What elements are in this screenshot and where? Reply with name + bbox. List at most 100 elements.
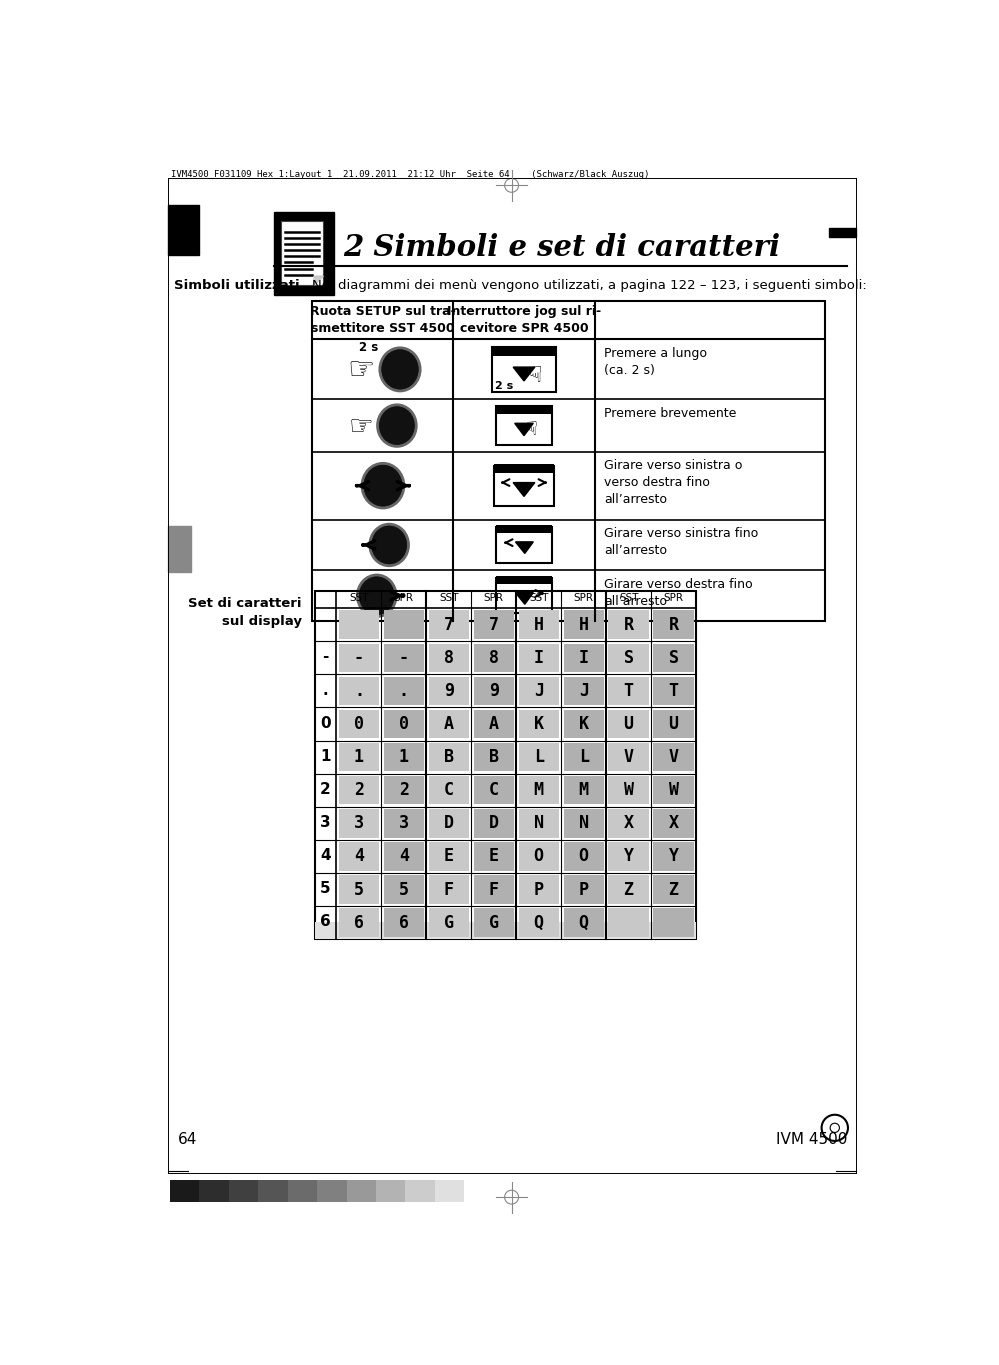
Text: G: G: [489, 913, 499, 932]
Text: I: I: [533, 648, 543, 666]
Bar: [474, 677, 513, 706]
Bar: [497, 577, 551, 613]
Bar: [474, 743, 513, 771]
Text: IVM4500_F031109_Hex_1:Layout 1  21.09.2011  21:12 Uhr  Seite 64    (Schwarz/Blac: IVM4500_F031109_Hex_1:Layout 1 21.09.201…: [172, 171, 649, 179]
Text: 3: 3: [321, 815, 331, 830]
Text: W: W: [623, 781, 633, 799]
Bar: [518, 610, 558, 639]
Bar: [608, 809, 648, 838]
Bar: [429, 710, 469, 738]
Bar: [474, 643, 513, 672]
Text: .: .: [323, 682, 329, 698]
Ellipse shape: [379, 407, 415, 445]
Text: 7: 7: [444, 616, 454, 633]
Text: 9: 9: [444, 682, 454, 700]
Bar: [258, 1181, 288, 1201]
Bar: [518, 710, 558, 738]
Text: E: E: [444, 848, 454, 865]
Bar: [168, 205, 199, 255]
Text: 8: 8: [489, 648, 499, 666]
Bar: [608, 743, 648, 771]
Text: X: X: [668, 815, 678, 833]
Text: Girare verso destra fino
all’arresto: Girare verso destra fino all’arresto: [603, 577, 752, 607]
Text: N: N: [533, 815, 543, 833]
Bar: [429, 842, 469, 871]
Text: T: T: [623, 682, 633, 700]
Bar: [518, 677, 558, 706]
Text: SST: SST: [350, 594, 369, 603]
Bar: [474, 908, 513, 936]
Text: Y: Y: [623, 848, 633, 865]
Text: SST: SST: [529, 594, 548, 603]
Text: K: K: [533, 715, 543, 733]
Text: 4: 4: [399, 848, 409, 865]
Bar: [429, 643, 469, 672]
Text: 3: 3: [399, 815, 409, 833]
Bar: [653, 643, 693, 672]
Bar: [384, 775, 424, 804]
Text: M: M: [533, 781, 543, 799]
Text: 0: 0: [321, 715, 331, 730]
Polygon shape: [513, 367, 534, 381]
Text: 0: 0: [354, 715, 364, 733]
Text: Interruttore jog sul ri-
cevitore SPR 4500: Interruttore jog sul ri- cevitore SPR 45…: [447, 304, 601, 334]
Text: SPR: SPR: [663, 594, 683, 603]
Text: C: C: [444, 781, 454, 799]
Bar: [317, 1181, 347, 1201]
Bar: [608, 710, 648, 738]
Bar: [435, 1181, 465, 1201]
Bar: [563, 775, 603, 804]
Text: 2 s: 2 s: [495, 381, 512, 392]
Text: IVM 4500: IVM 4500: [776, 1133, 847, 1148]
Text: .: .: [399, 682, 409, 700]
Text: 2 Simboli e set di caratteri: 2 Simboli e set di caratteri: [344, 233, 780, 262]
Bar: [493, 347, 555, 392]
Text: Premere brevemente: Premere brevemente: [603, 407, 736, 420]
Bar: [429, 875, 469, 904]
Bar: [429, 677, 469, 706]
Ellipse shape: [382, 349, 419, 389]
Bar: [384, 908, 424, 936]
Text: Premere a lungo
(ca. 2 s): Premere a lungo (ca. 2 s): [603, 347, 707, 377]
Bar: [339, 908, 379, 936]
Bar: [563, 677, 603, 706]
Text: P: P: [533, 880, 543, 898]
Bar: [384, 710, 424, 738]
Text: B: B: [489, 748, 499, 766]
Bar: [518, 809, 558, 838]
Text: 6: 6: [321, 915, 331, 930]
Bar: [493, 345, 555, 356]
Bar: [376, 1181, 406, 1201]
Text: 6: 6: [399, 913, 409, 932]
Text: O: O: [578, 848, 588, 865]
Text: H: H: [578, 616, 588, 633]
Bar: [608, 908, 648, 936]
Text: R: R: [623, 616, 633, 633]
Bar: [339, 643, 379, 672]
Bar: [497, 527, 551, 562]
Text: 2: 2: [321, 782, 331, 797]
Bar: [339, 809, 379, 838]
Text: 4: 4: [354, 848, 364, 865]
Text: Ruota SETUP sul tra-
smettitore SST 4500: Ruota SETUP sul tra- smettitore SST 4500: [310, 304, 456, 334]
Bar: [608, 775, 648, 804]
Text: K: K: [578, 715, 588, 733]
Text: F: F: [489, 880, 499, 898]
Text: A: A: [444, 715, 454, 733]
Text: C: C: [489, 781, 499, 799]
Bar: [429, 908, 469, 936]
Text: V: V: [623, 748, 633, 766]
Bar: [608, 610, 648, 639]
Text: Z: Z: [668, 880, 678, 898]
Text: 64: 64: [178, 1133, 197, 1148]
Text: Y: Y: [668, 848, 678, 865]
Text: G: G: [444, 913, 454, 932]
Polygon shape: [515, 592, 533, 605]
Bar: [518, 743, 558, 771]
Text: Set di caratteri
sul display: Set di caratteri sul display: [188, 598, 302, 628]
Bar: [315, 591, 696, 939]
Bar: [339, 677, 379, 706]
Bar: [313, 300, 825, 621]
Bar: [429, 775, 469, 804]
Bar: [274, 212, 334, 295]
